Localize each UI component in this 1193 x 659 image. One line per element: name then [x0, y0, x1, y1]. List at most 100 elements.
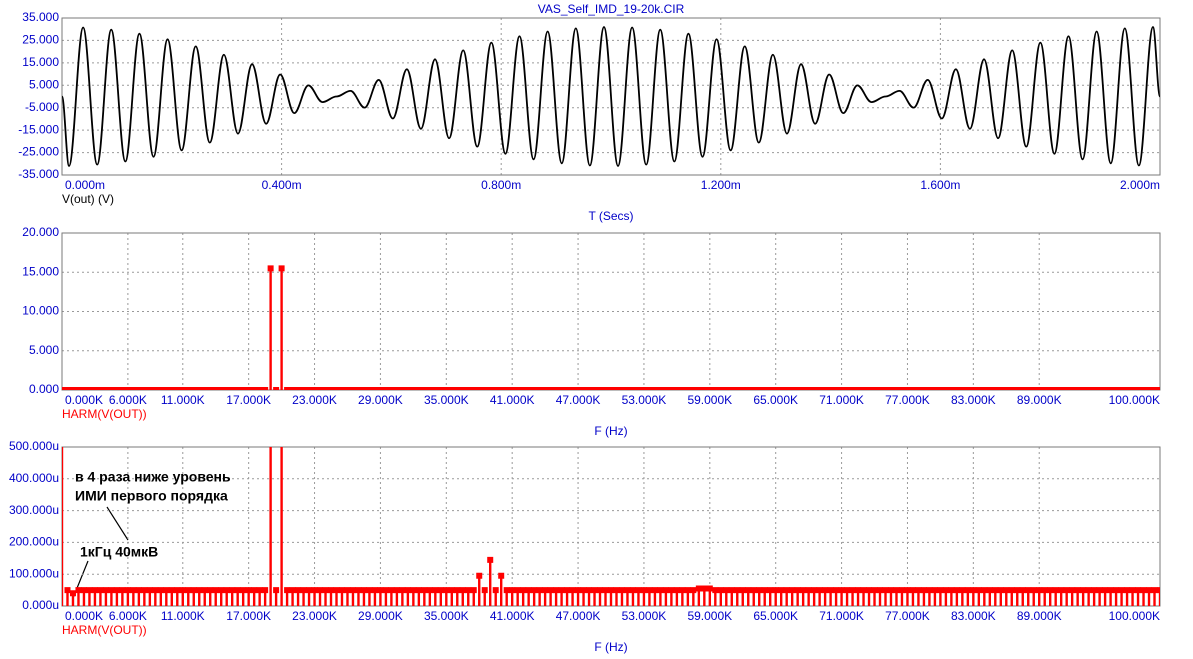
x-tick-label: 83.000K [951, 393, 996, 407]
bar [459, 387, 466, 390]
bar [558, 387, 565, 390]
bar [207, 387, 214, 390]
bar [1091, 387, 1098, 390]
y-tick-label: -25.000 [18, 145, 59, 159]
bar [234, 387, 241, 390]
bar [234, 587, 241, 606]
bar [349, 387, 356, 390]
bar [1063, 387, 1070, 390]
bar [498, 572, 505, 606]
bar [701, 585, 708, 606]
bar [618, 387, 625, 390]
bar [898, 587, 905, 606]
bar [256, 587, 263, 606]
bar [1063, 587, 1070, 606]
bar [366, 387, 373, 390]
x-tick-label: 77.000K [885, 609, 930, 623]
bar [569, 587, 576, 606]
x-tick-label: 6.000K [109, 393, 147, 407]
bar [833, 587, 840, 606]
bar [344, 587, 351, 606]
bar [223, 387, 230, 390]
bar [1003, 587, 1010, 606]
bar [684, 387, 691, 390]
bar [360, 587, 367, 606]
bar [108, 387, 115, 390]
bar [778, 387, 785, 390]
bar [102, 587, 109, 606]
bar [586, 587, 593, 606]
x-tick-label: 11.000K [161, 609, 205, 623]
bar [113, 587, 120, 606]
y-tick-label: 15.000 [22, 264, 59, 278]
bar [964, 587, 971, 606]
bar [575, 387, 582, 390]
bar [179, 387, 186, 390]
bar [86, 587, 93, 606]
bar [536, 587, 543, 606]
bar [157, 387, 164, 390]
bar [1124, 387, 1131, 390]
bar [80, 387, 87, 390]
bar [69, 590, 76, 606]
bar [382, 587, 389, 606]
bar [459, 587, 466, 606]
bar [1058, 587, 1065, 606]
bar [877, 587, 884, 606]
x-tick-label: 23.000K [292, 609, 337, 623]
bar [997, 387, 1004, 390]
x-tick-label: 35.000K [424, 609, 469, 623]
bar [547, 587, 554, 606]
x-tick-label: 0.000m [65, 178, 105, 192]
bar [646, 387, 653, 390]
bar [558, 587, 565, 606]
bar [119, 387, 126, 390]
bar [1096, 587, 1103, 606]
bars [62, 447, 1160, 606]
y-tick-label: 0.000 [29, 382, 59, 396]
bar [668, 587, 675, 606]
bar [388, 587, 395, 606]
bar [404, 587, 411, 606]
bar [811, 387, 818, 390]
bar [920, 587, 927, 606]
bar [651, 387, 658, 390]
bar [520, 587, 527, 606]
bar [860, 587, 867, 606]
bar [624, 387, 631, 390]
bar [767, 387, 774, 390]
bar [761, 587, 768, 606]
annotation: в 4 раза ниже уровень [75, 469, 231, 485]
x-tick-label: 0.000K [65, 609, 103, 623]
bar [706, 585, 713, 606]
series-label: HARM(V(OUT)) [62, 407, 147, 421]
x-tick-label: 53.000K [622, 609, 667, 623]
bar [833, 387, 840, 390]
bar [113, 387, 120, 390]
bar [761, 387, 768, 390]
bar [223, 587, 230, 606]
bar [311, 587, 318, 606]
bar [723, 587, 730, 606]
bar [871, 587, 878, 606]
bar [668, 387, 675, 390]
bar [877, 387, 884, 390]
bar [728, 387, 735, 390]
x-axis-title: F (Hz) [594, 640, 627, 654]
bar [201, 587, 208, 606]
bar [300, 387, 307, 390]
annotation: ИМИ первого порядка [75, 488, 228, 504]
bar [498, 386, 505, 390]
bar [163, 387, 170, 390]
bar [717, 587, 724, 606]
bar [1080, 387, 1087, 390]
bar [251, 387, 258, 390]
bar [882, 587, 889, 606]
bar [635, 587, 642, 606]
bar [333, 387, 340, 390]
bar [542, 387, 549, 390]
bar [448, 587, 455, 606]
bar [443, 587, 450, 606]
bar [1129, 387, 1136, 390]
bar [662, 587, 669, 606]
